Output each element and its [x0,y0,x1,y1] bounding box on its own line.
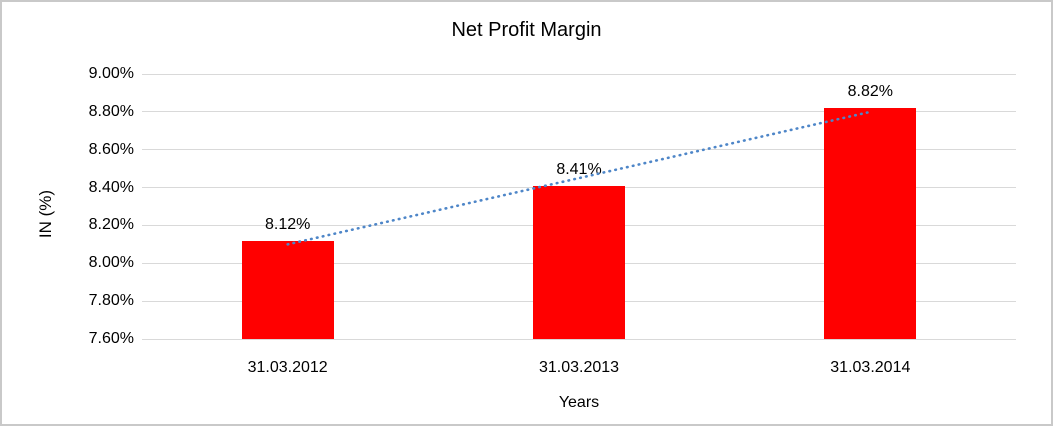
y-tick-label: 8.20% [88,216,134,234]
y-tick-label: 9.00% [88,65,134,82]
bar-value-label: 8.82% [847,83,894,101]
y-tick-label: 8.60% [88,140,134,158]
y-tick-label: 7.60% [88,330,134,347]
bar [533,185,625,339]
y-tick-label: 8.00% [88,254,134,272]
category-label: 31.03.2013 [538,359,620,376]
bar-value-label: 8.12% [264,215,311,233]
bar-value-label: 8.41% [556,160,602,178]
y-tick-label: 8.40% [88,178,134,196]
gridline [142,73,1016,75]
x-axis-title: Years [558,394,600,411]
y-axis-title: IN (%) [36,189,55,239]
chart-title: Net Profit Margin [451,19,602,41]
category-label: 31.03.2014 [830,359,911,376]
y-tick-label: 7.80% [88,292,134,310]
bar [824,108,917,339]
y-tick-label: 8.80% [88,102,134,120]
gridline [142,338,1016,340]
bar [241,240,334,339]
category-label: 31.03.2012 [247,359,328,376]
